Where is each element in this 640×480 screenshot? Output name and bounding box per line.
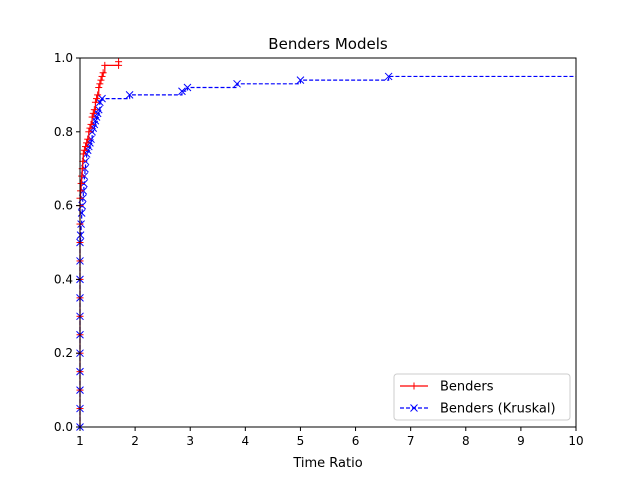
y-tick-label: 1.0 [54, 51, 73, 65]
x-tick-label: 10 [568, 434, 583, 448]
y-tick-label: 0.6 [54, 199, 73, 213]
x-axis-ticks: 1 2 3 4 5 6 7 8 9 10 [76, 427, 584, 448]
x-tick-label: 6 [352, 434, 360, 448]
data-point [95, 84, 103, 92]
x-tick-label: 1 [76, 434, 84, 448]
chart-title: Benders Models [268, 35, 388, 53]
x-tick-label: 9 [517, 434, 525, 448]
legend-marker [410, 382, 418, 390]
legend-label: Benders (Kruskal) [440, 402, 556, 417]
data-point [77, 179, 85, 187]
data-point [77, 209, 86, 217]
y-tick-label: 0.2 [54, 346, 73, 360]
legend: Benders Benders (Kruskal) [393, 373, 571, 421]
data-point [89, 109, 97, 117]
legend-marker [410, 404, 418, 412]
data-point [85, 128, 93, 136]
data-point [97, 76, 105, 84]
x-tick-label: 7 [407, 434, 415, 448]
x-axis-label: Time Ratio [292, 456, 362, 471]
y-tick-label: 0.0 [54, 420, 73, 434]
data-point [83, 139, 91, 147]
data-point [94, 91, 102, 99]
plot-frame [79, 57, 577, 428]
data-point [384, 72, 393, 81]
data-point [78, 172, 86, 180]
data-point [86, 124, 94, 132]
data-point [87, 120, 95, 128]
y-tick-label: 0.4 [54, 272, 73, 286]
x-tick-label: 3 [186, 434, 194, 448]
data-point [98, 94, 106, 103]
data-point [296, 76, 305, 84]
y-axis-ticks: 0.0 0.2 0.4 0.6 0.8 1.0 [54, 51, 80, 434]
plot-lines [76, 58, 576, 431]
data-point [88, 113, 96, 121]
data-point [90, 106, 98, 114]
data-point [84, 135, 92, 143]
data-point [98, 72, 106, 80]
data-point [80, 146, 88, 154]
data-point [94, 105, 103, 114]
legend-entry: Benders (Kruskal) [400, 402, 556, 417]
data-point [115, 58, 123, 66]
x-tick-label: 5 [297, 434, 305, 448]
data-point [178, 87, 186, 96]
data-point [183, 83, 192, 92]
series-line [79, 75, 576, 427]
x-tick-label: 8 [462, 434, 470, 448]
x-tick-label: 4 [242, 434, 250, 448]
data-point [93, 95, 101, 103]
data-point [233, 79, 241, 88]
data-point [77, 187, 85, 195]
data-point [82, 143, 90, 151]
y-tick-label: 0.8 [54, 125, 73, 139]
legend-entry: Benders [400, 380, 494, 395]
data-point [91, 98, 99, 106]
data-point [79, 150, 87, 158]
data-point [99, 69, 107, 77]
data-point [125, 91, 134, 99]
x-tick-label: 2 [131, 434, 139, 448]
data-point [96, 80, 104, 88]
legend-label: Benders [440, 380, 494, 395]
legend-box [393, 373, 571, 421]
data-point [95, 98, 104, 107]
data-point [101, 61, 109, 69]
series-line [79, 61, 120, 427]
